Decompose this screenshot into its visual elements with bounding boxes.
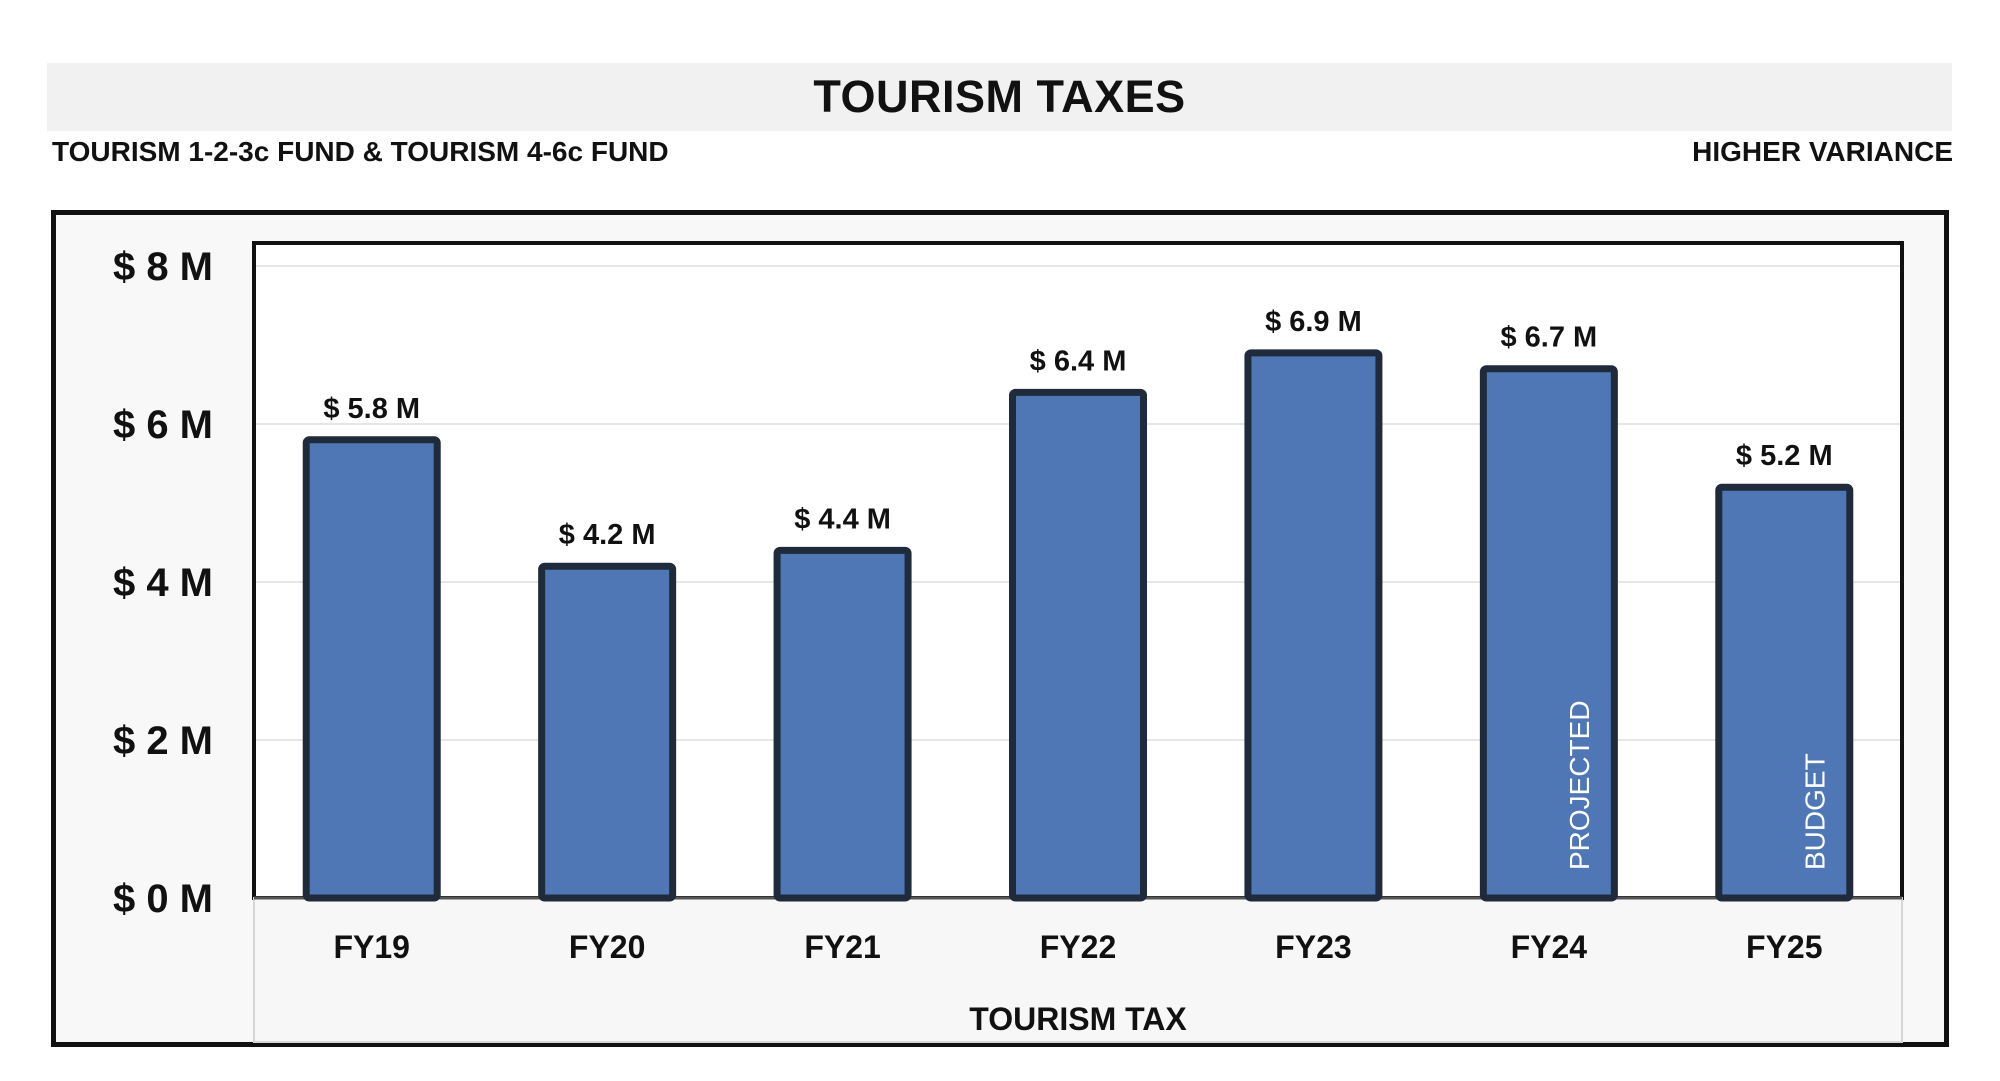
bar-note-budget: BUDGET [1799, 753, 1830, 870]
x-tick-label: FY22 [1040, 929, 1116, 965]
x-tick-label: FY21 [804, 929, 880, 965]
data-label: $ 6.4 M [1030, 345, 1127, 377]
bar-fy19 [302, 436, 441, 902]
y-tick-label: $ 0 M [113, 877, 213, 921]
x-tick-label: FY23 [1275, 929, 1351, 965]
data-label: $ 6.9 M [1265, 306, 1362, 338]
fund-subtitle: TOURISM 1-2-3c FUND & TOURISM 4-6c FUND [52, 136, 669, 167]
y-tick-label: $ 6 M [113, 403, 213, 447]
variance-label: HIGHER VARIANCE [1692, 136, 1953, 167]
bar-fy24 [1479, 365, 1618, 902]
x-tick-label: FY19 [333, 929, 409, 965]
bar-fy20 [538, 562, 677, 902]
x-tick-label: FY20 [569, 929, 645, 965]
page-title: TOURISM TAXES [813, 71, 1186, 122]
data-label: $ 4.4 M [794, 503, 891, 535]
x-axis-title: TOURISM TAX [969, 1001, 1187, 1037]
title-band: TOURISM TAXES [47, 63, 1952, 131]
y-tick-label: $ 8 M [113, 245, 213, 289]
data-label: $ 4.2 M [559, 519, 656, 551]
bar-fy21 [773, 546, 912, 902]
data-label: $ 5.8 M [323, 393, 420, 425]
x-tick-label: FY24 [1511, 929, 1588, 965]
data-label: $ 6.7 M [1500, 322, 1597, 354]
bar-fy22 [1009, 388, 1147, 902]
bar-note-projected: PROJECTED [1564, 700, 1595, 870]
bar-fy23 [1244, 349, 1383, 902]
data-label: $ 5.2 M [1736, 440, 1833, 472]
y-tick-label: $ 4 M [113, 561, 213, 605]
x-tick-label: FY25 [1746, 929, 1822, 965]
bar-fy25 [1715, 483, 1854, 902]
y-tick-label: $ 2 M [113, 719, 213, 763]
